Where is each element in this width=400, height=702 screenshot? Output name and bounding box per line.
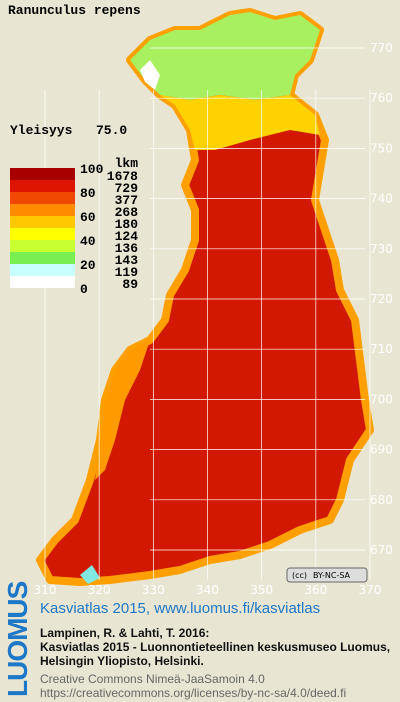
legend-count: 268 xyxy=(115,205,139,220)
y-tick-label: 720 xyxy=(370,292,393,306)
y-tick-label: 670 xyxy=(370,543,393,557)
frequency-value: 75.0 xyxy=(96,123,127,138)
legend-count: 729 xyxy=(115,181,139,196)
legend-scale-label: 60 xyxy=(80,210,96,225)
x-tick-label: 350 xyxy=(250,583,273,597)
legend-swatch xyxy=(10,252,75,264)
title: Ranunculus repens xyxy=(8,3,141,18)
legend-scale-label: 100 xyxy=(80,162,104,177)
y-tick-label: 680 xyxy=(370,493,393,507)
south-tip xyxy=(80,565,100,584)
legend-swatch xyxy=(10,168,75,180)
west-coast xyxy=(95,340,150,480)
legend-scale-label: 0 xyxy=(80,282,88,297)
x-tick-label: 360 xyxy=(304,583,327,597)
y-tick-label: 710 xyxy=(370,342,393,356)
legend-count: 136 xyxy=(115,241,139,256)
logo: LUOMUS xyxy=(2,581,33,697)
y-tick-label: 760 xyxy=(370,91,393,105)
y-tick-label: 730 xyxy=(370,242,393,256)
legend-count: 124 xyxy=(115,229,139,244)
x-tick-label: 330 xyxy=(142,583,165,597)
x-tick-label: 320 xyxy=(88,583,111,597)
citation-line: Kasviatlas 2015 - Luonnontieteellinen ke… xyxy=(40,640,391,654)
legend-count: 1678 xyxy=(107,169,138,184)
x-tick-label: 310 xyxy=(34,583,57,597)
legend-scale-label: 80 xyxy=(80,186,96,201)
legend-swatch xyxy=(10,228,75,240)
legend-count: 377 xyxy=(115,193,138,208)
legend-count: 180 xyxy=(115,217,139,232)
north-region xyxy=(130,12,320,100)
legend-swatch xyxy=(10,180,75,192)
x-tick-label: 370 xyxy=(359,583,382,597)
license-line[interactable]: https://creativecommons.org/licenses/by-… xyxy=(40,686,347,700)
north-transition xyxy=(160,95,320,150)
legend-scale-label: 40 xyxy=(80,234,96,249)
count-header: lkm xyxy=(115,156,139,171)
frequency-label: Yleisyys xyxy=(10,123,73,138)
ticks: 770 760 750 740 730 720 710 700 690 680 670 310 320 3… xyxy=(34,41,393,597)
legend-count: 89 xyxy=(122,277,138,292)
y-tick-label: 770 xyxy=(370,41,393,55)
y-tick-label: 700 xyxy=(370,392,393,406)
legend-swatch xyxy=(10,204,75,216)
legend-swatch xyxy=(10,264,75,276)
legend-swatch xyxy=(10,216,75,228)
legend-scale-label: 20 xyxy=(80,258,96,273)
map: 770 760 750 740 730 720 710 700 690 680 670 310 320 3… xyxy=(8,3,393,597)
citation: Lampinen, R. & Lahti, T. 2016: Kasviatla… xyxy=(40,626,390,668)
north-fringe xyxy=(140,60,160,90)
license-line: Creative Commons Nimeä-JaaSamoin 4.0 xyxy=(40,672,265,686)
license-badge: BY-NC-SA xyxy=(313,571,351,580)
citation-line: Lampinen, R. & Lahti, T. 2016: xyxy=(40,626,210,640)
legend: 100 80 60 40 20 0 1678729377268180124136143119… xyxy=(10,162,138,297)
y-tick-label: 690 xyxy=(370,443,393,457)
cc-icon: (cc) xyxy=(292,571,307,580)
legend-swatch xyxy=(10,192,75,204)
legend-count: 143 xyxy=(115,253,139,268)
citation-line: Helsingin Yliopisto, Helsinki. xyxy=(40,654,204,668)
legend-swatch xyxy=(10,276,75,288)
link[interactable]: Kasviatlas 2015, www.luomus.fi/kasviatla… xyxy=(40,600,321,617)
y-tick-label: 740 xyxy=(370,192,393,206)
legend-swatch xyxy=(10,240,75,252)
legend-count: 119 xyxy=(115,265,139,280)
grid xyxy=(44,47,371,580)
license-badge-box xyxy=(286,567,368,583)
license: Creative Commons Nimeä-JaaSamoin 4.0 htt… xyxy=(40,672,346,700)
x-tick-label: 340 xyxy=(196,583,219,597)
y-tick-label: 750 xyxy=(370,141,393,155)
